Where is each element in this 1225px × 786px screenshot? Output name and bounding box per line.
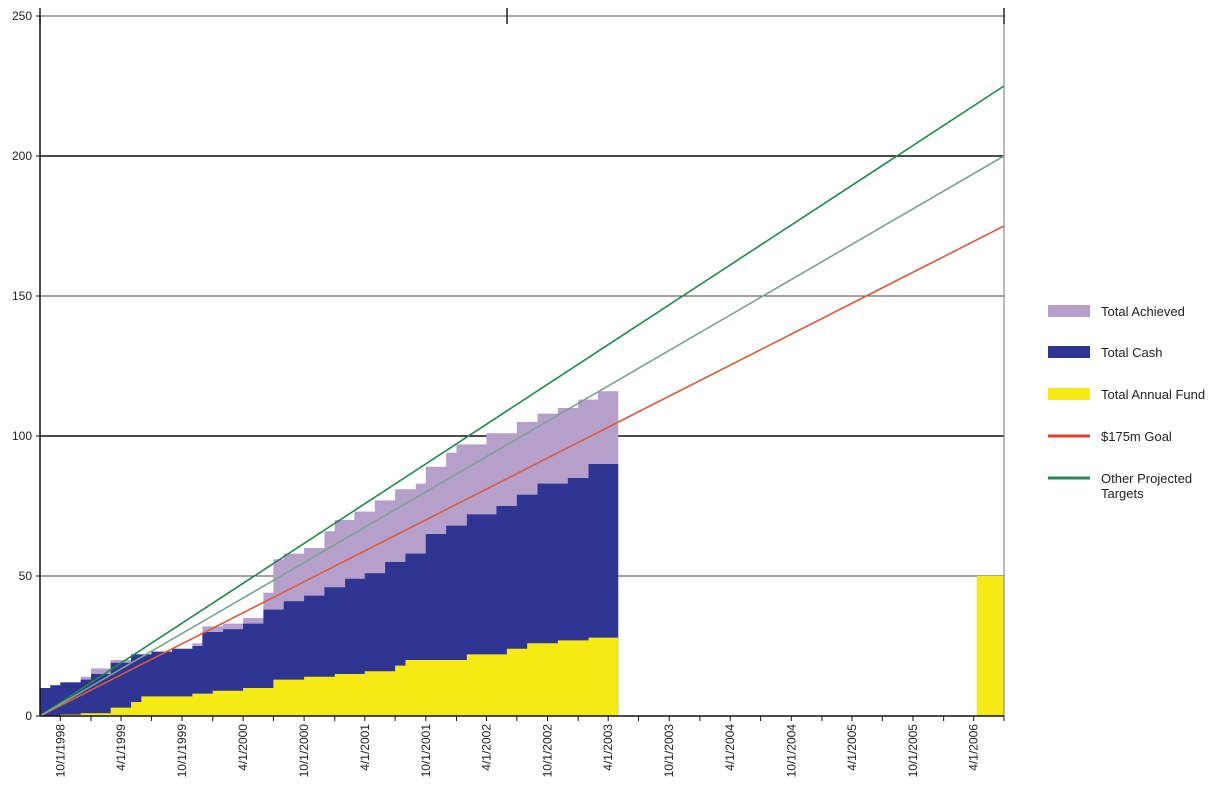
x-tick-label: 4/1/1999 xyxy=(114,724,128,771)
line-series xyxy=(39,85,1005,717)
x-tick-label: 10/1/2002 xyxy=(541,724,555,778)
legend-label: Total Annual Fund xyxy=(1101,387,1205,402)
legend: Total Achieved Total Cash Total Annual Fun… xyxy=(1048,304,1205,501)
x-tick-label: 10/1/2001 xyxy=(419,724,433,778)
legend-label: Targets xyxy=(1101,486,1144,501)
axes xyxy=(36,8,1005,721)
y-tick-label: 0 xyxy=(25,709,32,723)
y-tick-label: 50 xyxy=(19,569,33,583)
y-tick-label: 150 xyxy=(12,289,32,303)
target-line-1 xyxy=(39,85,1005,717)
y-tick-labels: 0 50 100 150 200 250 xyxy=(12,9,32,723)
x-tick-label: 10/1/2003 xyxy=(662,724,676,778)
x-tick-label: 10/1/2000 xyxy=(297,724,311,778)
x-tick-label: 4/1/2003 xyxy=(601,724,615,771)
x-tick-label: 4/1/2006 xyxy=(967,724,981,771)
x-tick-label: 10/1/2005 xyxy=(906,724,920,778)
x-tick-label: 10/1/2004 xyxy=(784,724,798,778)
legend-label: $175m Goal xyxy=(1101,429,1172,444)
x-tick-label: 4/1/2001 xyxy=(358,724,372,771)
legend-swatch xyxy=(1048,346,1090,358)
x-tick-label: 4/1/2002 xyxy=(479,724,493,771)
x-tick-label: 4/1/2004 xyxy=(723,724,737,771)
area-total-cash xyxy=(40,455,619,716)
x-tick-labels: 10/1/1998 4/1/1999 10/1/1999 4/1/2000 10/1/2… xyxy=(53,724,980,778)
target-line-0 xyxy=(39,225,1005,717)
legend-label: Total Achieved xyxy=(1101,304,1185,319)
legend-swatch xyxy=(1048,305,1090,317)
target-line-2 xyxy=(39,155,1005,717)
x-tick-label: 4/1/2005 xyxy=(845,724,859,771)
legend-label: Other Projected xyxy=(1101,471,1192,486)
area-total-annual-fund xyxy=(40,634,619,716)
legend-label: Total Cash xyxy=(1101,345,1162,360)
legend-swatch xyxy=(1048,388,1090,400)
area-series xyxy=(40,385,1004,716)
y-tick-label: 250 xyxy=(12,9,32,23)
x-tick-label: 10/1/1999 xyxy=(175,724,189,778)
annual-fund-bar xyxy=(976,576,1004,716)
x-tick-label: 10/1/1998 xyxy=(53,724,67,778)
y-tick-label: 200 xyxy=(12,149,32,163)
x-tick-label: 4/1/2000 xyxy=(236,724,250,771)
y-tick-label: 100 xyxy=(12,429,32,443)
